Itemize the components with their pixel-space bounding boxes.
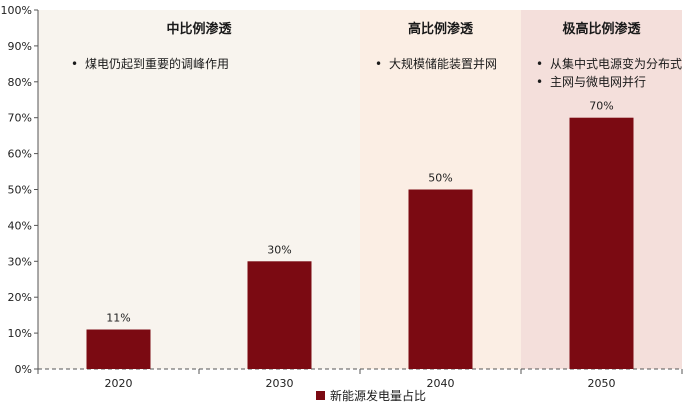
data-label-2050: 70%: [589, 100, 613, 113]
legend-swatch: [316, 391, 325, 400]
x-tick-label: 2030: [266, 377, 294, 390]
data-labels: 11% 2020 30% 2030 50% 2040 70% 2050: [105, 100, 616, 390]
phase-bullet-dot: •: [375, 57, 382, 71]
phase-title-3: 极高比例渗透: [562, 21, 640, 37]
phase-bullet-dot: •: [536, 75, 543, 89]
data-label-2020: 11%: [106, 312, 130, 325]
legend: 新能源发电量占比: [316, 388, 426, 403]
y-tick-label: 40%: [8, 219, 32, 232]
phase-title-2: 高比例渗透: [408, 21, 473, 37]
y-tick-label: 90%: [8, 40, 32, 53]
data-label-2040: 50%: [428, 172, 452, 185]
bar-2020: [86, 329, 151, 369]
x-tick-label: 2050: [588, 377, 616, 390]
y-tick-label: 50%: [8, 184, 32, 197]
y-tick-label: 80%: [8, 76, 32, 89]
legend-label: 新能源发电量占比: [330, 388, 426, 403]
x-tick-label: 2040: [427, 377, 455, 390]
y-tick-label: 10%: [8, 327, 32, 340]
y-tick-label: 20%: [8, 291, 32, 304]
phase-bullet-text: 煤电仍起到重要的调峰作用: [85, 56, 229, 71]
y-tick-label: 100%: [1, 4, 32, 17]
phase-bullet-text: 大规模储能装置并网: [389, 56, 497, 71]
phase-bullet-text: 主网与微电网并行: [550, 75, 646, 89]
data-label-2030: 30%: [267, 243, 291, 256]
x-tick-label: 2020: [105, 377, 133, 390]
phase-bullet-text: 从集中式电源变为分布式: [550, 56, 682, 71]
bar-2040: [408, 189, 473, 369]
bar-2030: [247, 261, 312, 369]
y-tick-label: 30%: [8, 255, 32, 268]
y-tick-label: 70%: [8, 112, 32, 125]
phase-bullet-dot: •: [71, 57, 78, 71]
phase-bullet-dot: •: [536, 57, 543, 71]
y-tick-label: 60%: [8, 148, 32, 161]
bars: [86, 117, 634, 369]
y-tick-label: 0%: [15, 363, 32, 376]
bar-2050: [569, 117, 634, 369]
phase-annotations: 中比例渗透 • 煤电仍起到重要的调峰作用 高比例渗透 • 大规模储能装置并网 极高比例渗透 •…: [71, 21, 682, 89]
phase-title-1: 中比例渗透: [166, 21, 231, 37]
